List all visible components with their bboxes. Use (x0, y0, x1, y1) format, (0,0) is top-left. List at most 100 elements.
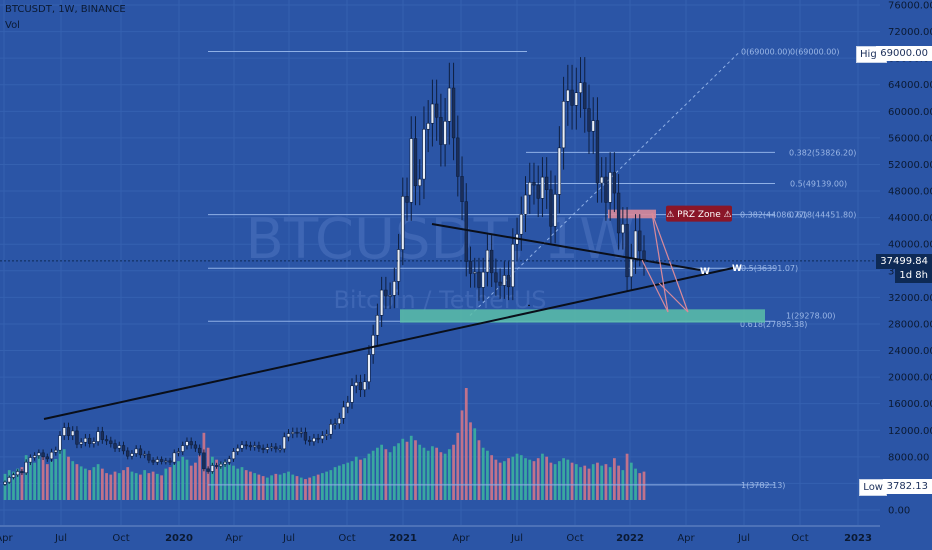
candle (87, 437, 92, 444)
fib-levels: 0(69000.00) 0(69000.00) 0.382(53826.20) 0.5… (208, 48, 856, 490)
y-tick-label: 72000.00 (888, 27, 932, 38)
volume-bar (371, 450, 375, 500)
candle (159, 459, 164, 462)
volume-bar (3, 473, 7, 500)
candle (291, 431, 295, 434)
candle (295, 431, 299, 434)
candle (206, 468, 210, 472)
candle (591, 120, 595, 132)
candle (16, 471, 20, 476)
volume-bar (384, 449, 388, 500)
volume-bar (498, 462, 502, 500)
candle (83, 437, 88, 443)
candle (126, 450, 130, 457)
candle (7, 477, 11, 483)
candle (426, 122, 430, 130)
volume-bar (507, 458, 510, 500)
candle (502, 275, 507, 286)
symbol-title[interactable]: BTCUSDT, 1W, BINANCE (5, 4, 126, 15)
candle (633, 230, 638, 260)
candle (58, 435, 62, 451)
candle (553, 194, 557, 227)
volume-bar (299, 477, 303, 500)
volume-bar (418, 444, 422, 500)
volume-bar (574, 464, 578, 500)
fib-label: 0.5(49139.00) (790, 179, 847, 188)
candle (138, 448, 143, 456)
volume-bar (122, 470, 125, 500)
candle (561, 101, 566, 149)
candle (574, 92, 578, 106)
candle (121, 445, 126, 452)
volume-bar (613, 458, 616, 500)
low-value-tag: 3782.13 (882, 479, 932, 494)
volume-bar (29, 458, 32, 500)
fib-label: 0.618(27895.38) (740, 320, 807, 329)
candle (464, 201, 468, 262)
candle (498, 281, 502, 286)
candle (401, 196, 405, 250)
fib-label: 1(3782.13) (741, 481, 785, 490)
volume-bar (236, 468, 240, 500)
candle (583, 82, 587, 109)
candle (134, 448, 138, 454)
prz-label: ⚠ PRZ Zone ⚠ (666, 205, 732, 222)
volume-bar (392, 446, 396, 500)
volume-bar (456, 432, 460, 500)
volume-bar (147, 473, 151, 500)
candle (612, 172, 617, 194)
candle (24, 461, 28, 474)
candle (312, 437, 316, 442)
volume-bar (92, 467, 96, 500)
volume-bar (363, 458, 367, 500)
candle (155, 459, 160, 463)
descending-trendline (431, 223, 701, 271)
candle (608, 172, 612, 203)
candle (557, 147, 562, 195)
volume-legend[interactable]: Vol (5, 20, 20, 31)
candle (566, 89, 570, 102)
candle (223, 461, 227, 465)
candle (451, 87, 456, 139)
volume-bar (100, 468, 104, 500)
y-tick-label: 40000.00 (888, 240, 932, 251)
candle (142, 453, 147, 456)
candle (409, 138, 413, 203)
volume-bar (321, 473, 324, 500)
volume-bar (617, 465, 620, 500)
pattern-marker-icon: W (732, 264, 742, 274)
volume-bar (422, 447, 426, 500)
candle (236, 447, 240, 452)
y-tick-label: 64000.00 (888, 80, 932, 91)
volume-bar (359, 459, 362, 500)
fib-label: 1(29278.00) (786, 311, 836, 320)
y-tick-label: 16000.00 (888, 399, 932, 410)
candle (104, 439, 109, 442)
candle (316, 437, 320, 440)
volume-bar (270, 475, 273, 500)
candle (324, 433, 329, 436)
volume-bar (84, 468, 87, 500)
candle (214, 465, 219, 467)
candle (621, 223, 625, 234)
volume-bar (541, 453, 544, 500)
y-tick-label: 0.00 (888, 506, 910, 517)
candle (481, 271, 485, 288)
volume-bar (629, 462, 633, 500)
volume-bar (346, 462, 350, 500)
x-tick-label: Jul (737, 533, 750, 544)
candle (109, 440, 113, 444)
candle (210, 465, 215, 472)
x-tick-label: 2020 (165, 533, 193, 544)
volume-bar (469, 422, 472, 500)
volume-bar (172, 464, 176, 500)
time-axis: Apr Jul Oct 2020 Apr Jul Oct 2021 Apr Jul Oct 2022 A… (0, 525, 880, 544)
candle (511, 243, 515, 288)
y-tick-label: 12000.00 (888, 426, 932, 437)
volume-bar (274, 473, 278, 500)
candle (600, 176, 604, 184)
candle (45, 456, 49, 460)
volume-bar (181, 456, 185, 500)
zones: ⚠ PRZ Zone ⚠ (400, 205, 765, 323)
